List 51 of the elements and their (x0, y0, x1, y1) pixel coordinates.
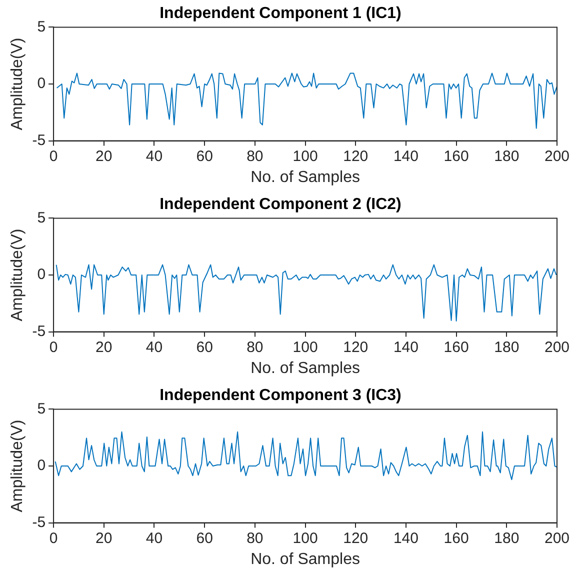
x-tick-label: 20 (96, 530, 112, 547)
x-axis-title: No. of Samples (250, 168, 360, 186)
x-tick-label: 0 (49, 148, 58, 165)
x-tick-label: 180 (494, 530, 520, 547)
x-tick-label: 160 (444, 530, 469, 547)
x-tick-label: 200 (544, 338, 570, 356)
x-tick-label: 100 (292, 530, 318, 547)
x-tick-label: 200 (544, 148, 570, 165)
y-tick-label: -5 (32, 322, 46, 340)
x-tick-label: 180 (494, 338, 520, 356)
y-tick-label: -5 (32, 132, 46, 149)
x-tick-label: 0 (49, 530, 58, 547)
x-tick-label: 120 (343, 530, 368, 547)
x-tick-label: 0 (49, 338, 58, 356)
x-tick-label: 200 (544, 530, 570, 547)
x-tick-label: 80 (246, 338, 264, 356)
y-tick-label: 0 (37, 75, 46, 92)
y-axis-title: Amplitude(V) (9, 38, 26, 130)
x-tick-label: 60 (196, 338, 213, 356)
x-tick-label: 80 (246, 530, 264, 547)
x-tick-label: 40 (146, 530, 163, 547)
x-tick-label: 160 (444, 148, 469, 165)
x-tick-label: 180 (494, 148, 520, 165)
y-axis-title: Amplitude(V) (9, 228, 26, 322)
y-tick-label: 5 (37, 209, 46, 226)
x-tick-label: 20 (96, 338, 112, 356)
x-tick-label: 60 (196, 530, 213, 547)
x-tick-label: 40 (146, 338, 163, 356)
x-tick-label: 100 (292, 148, 318, 165)
x-tick-label: 140 (393, 338, 418, 356)
chart-title: Independent Component 1 (IC1) (160, 5, 402, 22)
x-axis-title: No. of Samples (250, 550, 360, 568)
x-tick-label: 100 (292, 338, 318, 356)
chart-title: Independent Component 2 (IC2) (160, 196, 402, 214)
x-tick-label: 20 (96, 148, 112, 165)
y-tick-label: -5 (32, 514, 46, 531)
x-tick-label: 160 (444, 338, 469, 356)
x-tick-label: 120 (343, 338, 368, 356)
y-tick-label: 5 (37, 400, 46, 418)
x-tick-label: 140 (393, 530, 418, 547)
y-tick-label: 0 (37, 457, 46, 474)
x-axis-title: No. of Samples (250, 360, 360, 377)
y-tick-label: 5 (37, 18, 46, 36)
y-tick-label: 0 (37, 266, 46, 284)
x-tick-label: 120 (343, 148, 368, 165)
x-tick-label: 40 (146, 148, 163, 165)
x-tick-label: 60 (196, 148, 213, 165)
x-tick-label: 80 (246, 148, 264, 165)
chart-title: Independent Component 3 (IC3) (160, 387, 402, 404)
y-axis-title: Amplitude(V) (9, 420, 26, 512)
x-tick-label: 140 (393, 148, 418, 165)
